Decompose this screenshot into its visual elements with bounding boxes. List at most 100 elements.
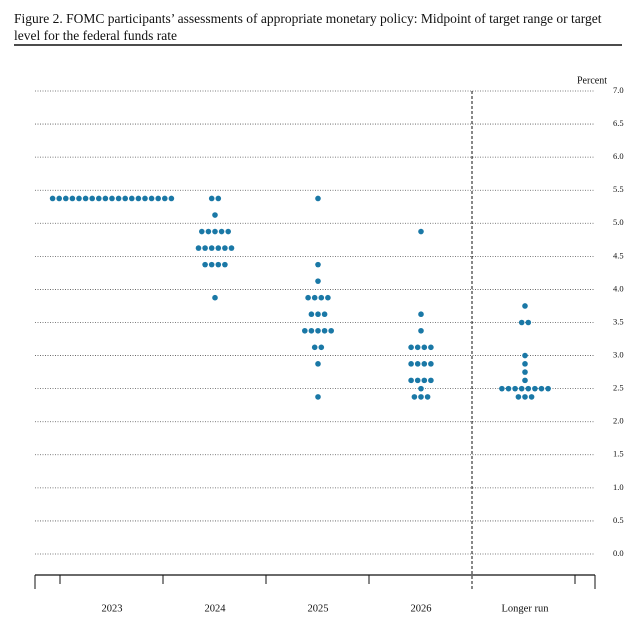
dot: [199, 228, 205, 235]
dot: [325, 294, 331, 301]
dot: [212, 212, 218, 218]
y-tick-label: 0.0: [613, 548, 624, 558]
dot: [518, 319, 525, 326]
dot: [515, 394, 522, 400]
y-tick-label: 2.5: [613, 383, 624, 393]
chart-title: Figure 2. FOMC participants’ assessments…: [14, 11, 602, 43]
dot: [69, 195, 76, 202]
dot: [522, 303, 528, 309]
y-tick-label: 4.0: [613, 283, 624, 293]
dot: [408, 344, 414, 351]
dot: [528, 394, 535, 400]
dot: [418, 327, 424, 334]
y-tick-label: 5.5: [613, 184, 624, 194]
dot: [522, 394, 528, 400]
y-axis-label: Percent: [577, 75, 607, 86]
dot: [56, 195, 62, 202]
dot: [142, 195, 148, 202]
dot: [315, 195, 321, 202]
dot: [82, 195, 89, 202]
dot: [315, 278, 321, 284]
dot: [315, 361, 321, 367]
dot: [545, 385, 551, 392]
y-tick-label: 3.5: [613, 316, 624, 326]
dot: [212, 228, 218, 235]
dot: [129, 195, 135, 202]
dot: [428, 361, 434, 367]
dot: [202, 261, 208, 268]
dot: [122, 195, 128, 202]
dot: [76, 195, 82, 202]
dot: [505, 385, 512, 392]
dot: [208, 245, 215, 251]
dot: [148, 195, 155, 202]
dot: [168, 195, 175, 202]
dot: [525, 319, 532, 326]
dot: [418, 311, 424, 318]
dot: [518, 385, 525, 392]
dot: [63, 195, 69, 202]
dot: [96, 195, 102, 202]
dot: [421, 344, 428, 351]
dot: [222, 245, 228, 251]
dot: [414, 344, 421, 351]
dot: [222, 261, 228, 268]
dot: [218, 228, 225, 235]
dot: [305, 294, 311, 301]
x-tick-label: 2024: [205, 603, 227, 614]
dot: [162, 195, 168, 202]
dot: [308, 327, 315, 334]
dot: [215, 195, 222, 202]
y-tick-label: 3.0: [613, 350, 624, 360]
dot: [421, 377, 428, 384]
dot: [202, 245, 208, 251]
dot: [208, 195, 215, 202]
dot: [499, 385, 505, 392]
dot: [408, 361, 414, 367]
dot: [421, 361, 428, 367]
dot: [418, 394, 424, 400]
dot: [522, 361, 528, 367]
y-tick-label: 4.5: [613, 250, 624, 260]
dot: [315, 311, 321, 318]
dot: [512, 385, 518, 392]
dot: [315, 394, 321, 400]
dot: [318, 294, 325, 301]
y-tick-label: 6.0: [613, 151, 624, 161]
dot: [328, 327, 335, 334]
y-tick-label: 6.5: [613, 118, 624, 128]
dot: [414, 377, 421, 384]
dot: [89, 195, 95, 202]
dot: [522, 352, 528, 359]
y-tick-label: 1.5: [613, 449, 624, 459]
dot: [418, 228, 424, 235]
dot: [302, 327, 308, 334]
dot: [208, 261, 215, 268]
dot: [428, 377, 434, 384]
dot: [525, 385, 532, 392]
dot: [315, 327, 321, 334]
dot: [225, 228, 231, 235]
dot: [102, 195, 109, 202]
x-tick-label: 2026: [411, 603, 432, 614]
x-tick-label: 2025: [308, 603, 329, 614]
dot: [205, 228, 212, 235]
dot: [215, 245, 222, 251]
dot: [155, 195, 161, 202]
dot: [522, 377, 528, 384]
dot: [414, 361, 421, 367]
y-tick-label: 0.5: [613, 515, 624, 525]
dot: [428, 344, 434, 351]
dot: [195, 245, 202, 251]
dot: [321, 327, 328, 334]
x-tick-label: Longer run: [502, 603, 550, 614]
dot: [408, 377, 414, 384]
dot: [49, 195, 56, 202]
dot: [212, 294, 218, 301]
dot: [109, 195, 115, 202]
dot: [228, 245, 235, 251]
dot: [115, 195, 122, 202]
dot: [308, 311, 315, 318]
